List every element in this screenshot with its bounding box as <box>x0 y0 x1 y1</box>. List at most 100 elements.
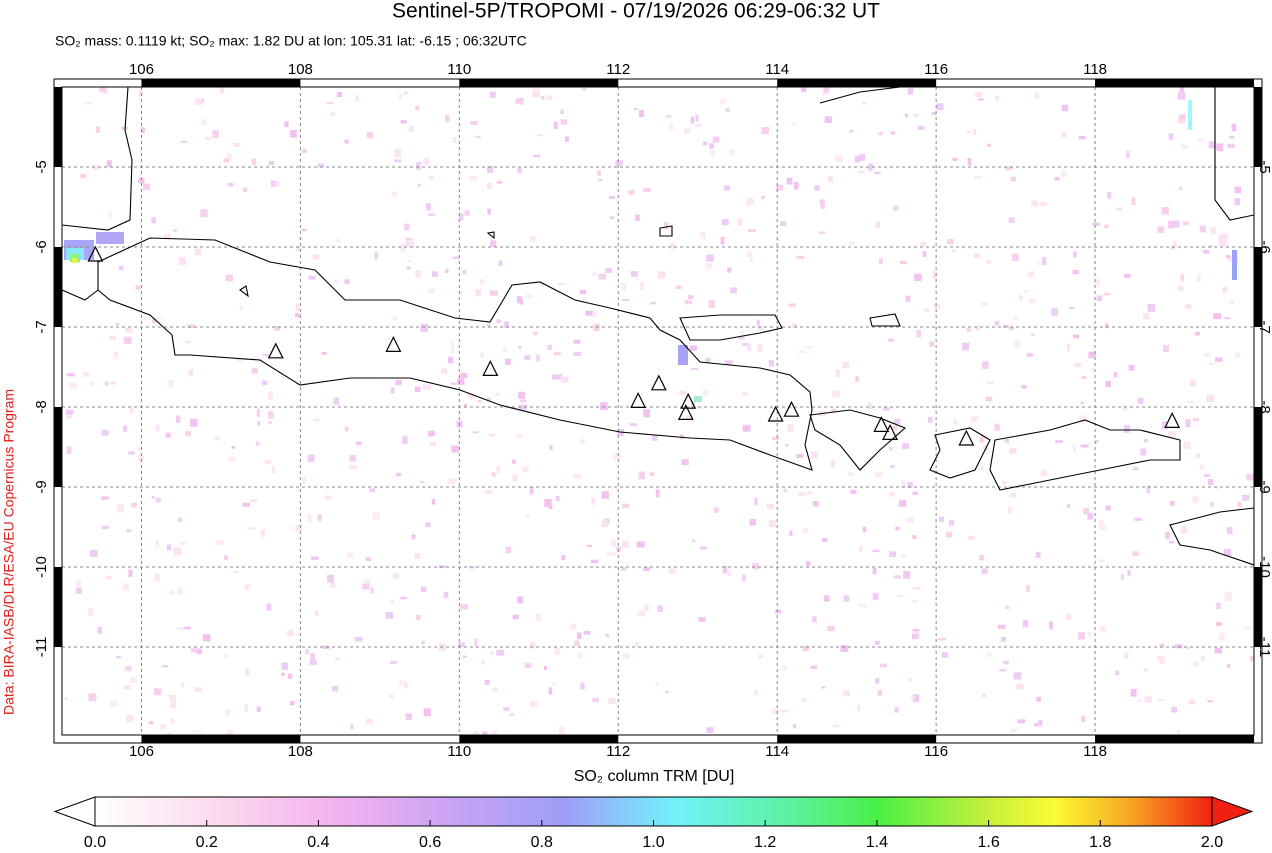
credit: Data: BIRA-IASB/DLR/ESA/EU Copernicus Pr… <box>1 389 17 715</box>
coast-sumba <box>1169 507 1254 566</box>
x-tick-label: 108 <box>288 743 313 760</box>
noise-pixel <box>1170 246 1175 250</box>
noise-pixel <box>891 425 898 431</box>
noise-pixel <box>987 652 992 658</box>
noise-pixel <box>64 697 68 701</box>
noise-pixel <box>390 660 397 664</box>
noise-pixel <box>173 229 177 232</box>
noise-pixel <box>912 535 917 540</box>
noise-pixel <box>267 421 272 424</box>
noise-pixel <box>156 317 162 320</box>
noise-pixel <box>525 663 532 668</box>
noise-pixel <box>622 503 630 508</box>
noise-pixel <box>790 122 797 125</box>
noise-pixel <box>1218 238 1227 246</box>
noise-pixel <box>888 338 894 342</box>
noise-pixel <box>425 203 431 211</box>
noise-pixel <box>669 242 675 249</box>
noise-pixel <box>1069 306 1075 310</box>
noise-pixel <box>712 136 720 143</box>
noise-pixel <box>901 554 906 558</box>
noise-pixel <box>720 98 725 104</box>
noise-pixel <box>1181 144 1189 149</box>
noise-pixel <box>226 729 234 735</box>
noise-pixel <box>859 154 866 161</box>
noise-pixel <box>165 432 171 438</box>
noise-pixel <box>414 386 421 393</box>
noise-pixel <box>565 136 569 143</box>
noise-pixel <box>1074 363 1082 368</box>
noise-pixel <box>981 361 989 369</box>
noise-pixel <box>638 110 645 118</box>
noise-pixel <box>867 402 873 410</box>
noise-pixel <box>850 489 857 494</box>
noise-pixel <box>842 361 850 369</box>
noise-pixel <box>986 259 991 264</box>
noise-pixel <box>878 132 883 135</box>
noise-pixel <box>138 454 144 462</box>
noise-pixel <box>308 275 316 280</box>
noise-pixel <box>555 496 560 502</box>
noise-pixel <box>305 649 309 654</box>
noise-pixel <box>529 642 536 649</box>
noise-pixel <box>457 378 465 385</box>
noise-pixel <box>752 563 759 570</box>
noise-pixel <box>994 423 1000 431</box>
noise-pixel <box>560 109 564 115</box>
noise-pixel <box>756 319 760 326</box>
noise-pixel <box>985 396 993 402</box>
noise-pixel <box>1192 418 1199 422</box>
noise-pixel <box>1080 401 1085 405</box>
noise-pixel <box>1224 316 1231 320</box>
noise-pixel <box>611 539 617 547</box>
noise-pixel <box>847 472 855 476</box>
noise-pixel <box>1199 464 1205 470</box>
coast-bali <box>809 409 907 471</box>
noise-pixel <box>615 160 623 166</box>
title: Sentinel-5P/TROPOMI - 07/19/2026 06:29-0… <box>392 0 880 23</box>
noise-pixel <box>1168 133 1174 140</box>
so2-pixel <box>678 345 688 365</box>
noise-pixel <box>1123 405 1127 411</box>
noise-pixel <box>932 270 937 279</box>
noise-pixel <box>687 295 694 299</box>
noise-pixel <box>835 369 840 377</box>
noise-pixel <box>1147 303 1156 312</box>
volcano <box>87 245 104 262</box>
noise-pixel <box>109 335 116 340</box>
frame-bar <box>54 407 62 487</box>
noise-pixel <box>840 645 849 652</box>
colorbar-tick-label: 1.6 <box>977 834 999 851</box>
noise-pixel <box>525 294 533 298</box>
noise-pixel <box>1094 279 1100 287</box>
map-area <box>62 87 1254 735</box>
frame-bar <box>1254 247 1262 327</box>
noise-pixel <box>668 567 676 575</box>
noise-pixel <box>517 596 524 604</box>
noise-pixel <box>1168 431 1177 437</box>
noise-pixel <box>476 135 481 139</box>
noise-pixel <box>307 514 312 522</box>
noise-pixel <box>317 514 322 522</box>
noise-pixel <box>406 266 411 270</box>
noise-pixel <box>372 512 380 520</box>
noise-pixel <box>1221 233 1229 238</box>
noise-pixel <box>1231 123 1237 132</box>
noise-pixel <box>1015 683 1024 690</box>
noise-pixel <box>1088 351 1096 359</box>
noise-pixel <box>1130 689 1137 697</box>
noise-pixel <box>1034 723 1042 727</box>
noise-pixel <box>488 433 495 437</box>
noise-pixel <box>872 549 880 553</box>
noise-pixel <box>492 472 496 477</box>
volcano <box>482 360 499 376</box>
noise-pixel <box>515 98 523 104</box>
noise-pixel <box>518 346 522 349</box>
noise-pixel <box>185 431 191 437</box>
noise-pixel <box>812 501 819 507</box>
noise-pixel <box>530 700 538 708</box>
noise-pixel <box>708 300 716 308</box>
noise-pixel <box>90 381 94 386</box>
noise-pixel <box>1179 87 1184 95</box>
noise-pixel <box>496 181 503 184</box>
